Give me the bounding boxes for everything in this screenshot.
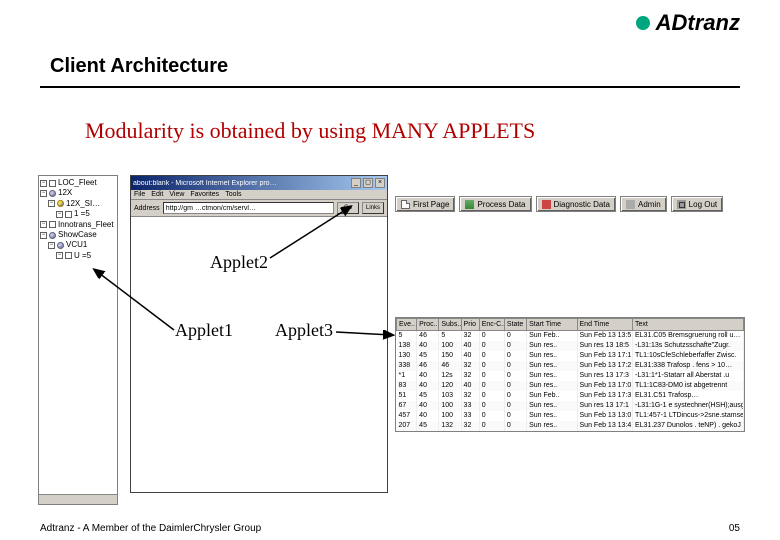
- arrow-overlay: [0, 0, 780, 540]
- footer-right: 05: [729, 523, 740, 534]
- footer-left: Adtranz - A Member of the DaimlerChrysle…: [40, 523, 261, 534]
